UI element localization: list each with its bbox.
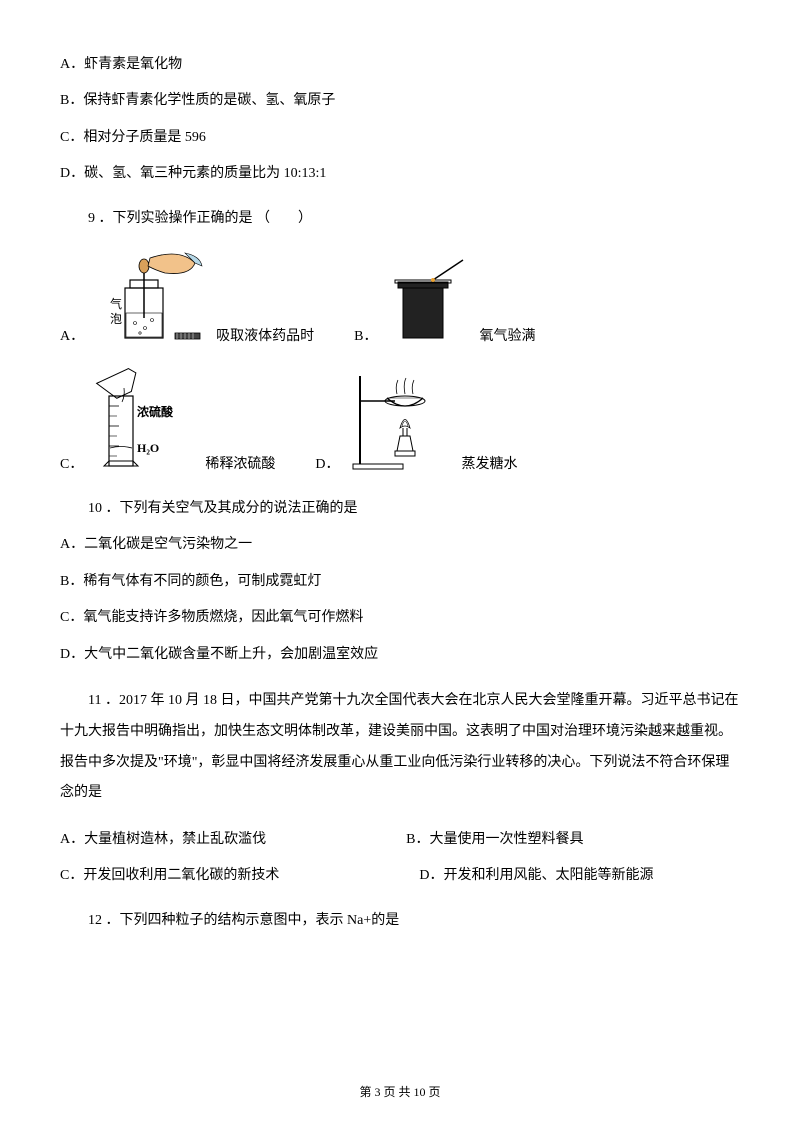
- q9-image-d: [345, 366, 455, 476]
- q9-option-d: D．: [315, 366, 517, 476]
- svg-text:气: 气: [110, 296, 122, 311]
- q9-option-a: A．: [60, 248, 314, 348]
- q11-option-d: D．开发和利用风能、太阳能等新能源: [419, 865, 653, 887]
- q10-option-c: C．氧气能支持许多物质燃烧，因此氧气可作燃料: [60, 607, 740, 629]
- page-footer: 第 3 页 共 10 页: [0, 1083, 800, 1102]
- q11-para: 11 ．2017 年 10 月 18 日，中国共产党第十九次全国代表大会在北京人…: [60, 686, 740, 809]
- q9-c-prefix: C．: [60, 454, 83, 476]
- q9-a-prefix: A．: [60, 326, 84, 348]
- q8-option-d: D．碳、氢、氧三种元素的质量比为 10:13:1: [60, 163, 740, 185]
- q9-image-a: 气 泡: [90, 248, 210, 348]
- q9-d-label: 蒸发糖水: [461, 454, 517, 476]
- q9-option-b: B． 氧气验满: [354, 258, 535, 348]
- q9-row-2: C． 浓硫酸 H₂O 稀: [60, 366, 740, 476]
- q10-option-d: D．大气中二氧化碳含量不断上升，会加剧温室效应: [60, 644, 740, 666]
- q9-b-label: 氧气验满: [479, 326, 535, 348]
- svg-text:泡: 泡: [110, 312, 122, 326]
- svg-text:浓硫酸: 浓硫酸: [137, 404, 174, 419]
- q9-image-b: [383, 258, 473, 348]
- q8-option-c: C．相对分子质量是 596: [60, 127, 740, 149]
- q10-option-b: B．稀有气体有不同的颜色，可制成霓虹灯: [60, 571, 740, 593]
- q10-option-a: A．二氧化碳是空气污染物之一: [60, 534, 740, 556]
- q11-row-1: A．大量植树造林，禁止乱砍滥伐 B．大量使用一次性塑料餐具: [60, 829, 740, 851]
- q10-stem: 10 ．下列有关空气及其成分的说法正确的是: [60, 498, 740, 520]
- q11-row-2: C．开发回收利用二氧化碳的新技术 D．开发和利用风能、太阳能等新能源: [60, 865, 740, 887]
- q9-stem: 9 ．下列实验操作正确的是 （ ）: [60, 208, 740, 230]
- q9-option-c: C． 浓硫酸 H₂O 稀: [60, 366, 275, 476]
- q11-option-a: A．大量植树造林，禁止乱砍滥伐: [60, 829, 266, 851]
- q8-option-a: A．虾青素是氧化物: [60, 54, 740, 76]
- q9-row-1: A．: [60, 248, 740, 348]
- q12-stem: 12 ．下列四种粒子的结构示意图中，表示 Na+的是: [60, 910, 740, 932]
- q11-option-b: B．大量使用一次性塑料餐具: [406, 829, 583, 851]
- q9-d-prefix: D．: [315, 454, 339, 476]
- q9-b-prefix: B．: [354, 326, 377, 348]
- q8-option-b: B．保持虾青素化学性质的是碳、氢、氧原子: [60, 90, 740, 112]
- q9-image-c: 浓硫酸 H₂O: [89, 366, 199, 476]
- q9-c-label: 稀释浓硫酸: [205, 454, 275, 476]
- svg-text:H₂O: H₂O: [137, 441, 159, 455]
- q11-option-c: C．开发回收利用二氧化碳的新技术: [60, 865, 279, 887]
- q9-a-label: 吸取液体药品时: [216, 326, 314, 348]
